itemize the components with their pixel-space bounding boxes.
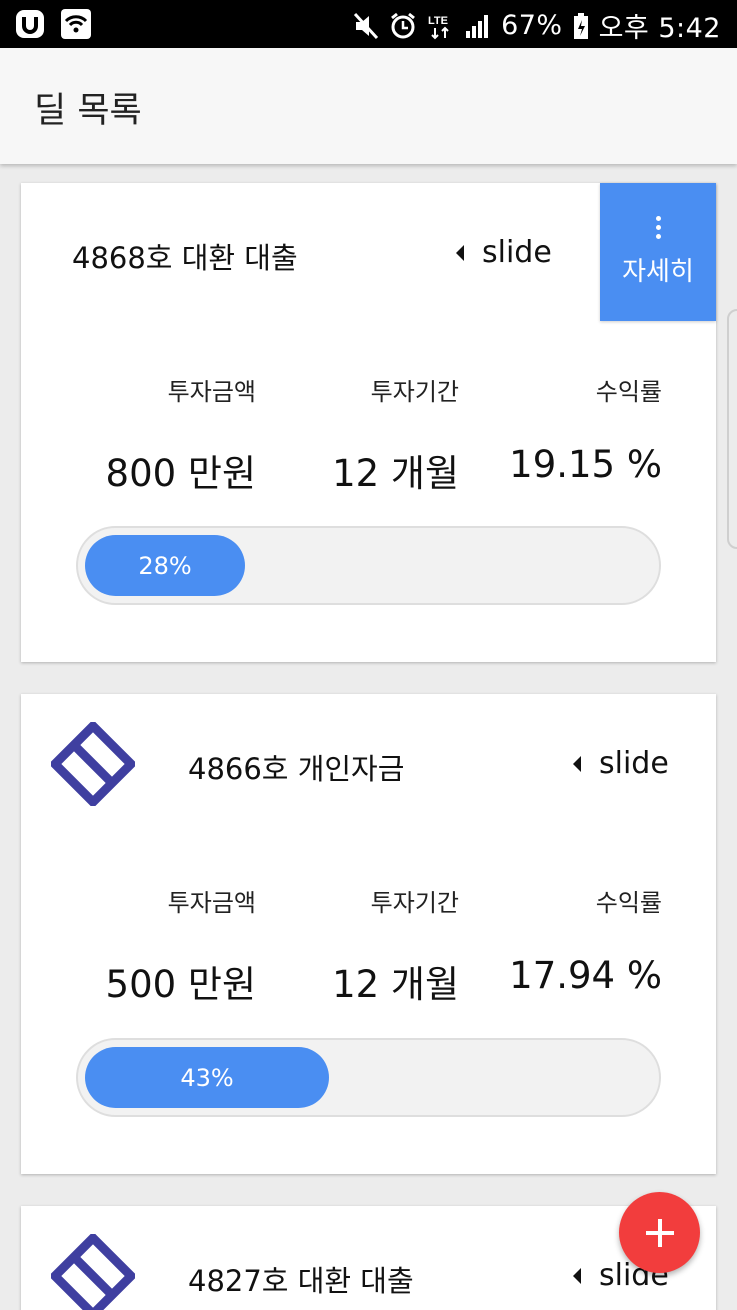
app-u-icon bbox=[14, 8, 46, 40]
status-bar: LTE 67% 오후 5:42 bbox=[0, 0, 737, 48]
deal-card[interactable]: 4827호 대환 대출 slide bbox=[21, 1206, 716, 1310]
yield-value: 19.15 % bbox=[509, 443, 662, 486]
detail-button[interactable]: 자세히 bbox=[600, 183, 716, 321]
amount-label: 투자금액 bbox=[167, 889, 256, 917]
progress-label: 43% bbox=[180, 1063, 234, 1092]
detail-button-label: 자세히 bbox=[622, 257, 694, 287]
app-bar: 딜 목록 bbox=[0, 48, 737, 164]
progress-fill: 28% bbox=[85, 535, 245, 596]
period-label: 투자기간 bbox=[370, 889, 459, 917]
amount-value: 500 만원 bbox=[105, 963, 256, 1006]
caret-left-icon bbox=[456, 244, 464, 261]
deal-card[interactable]: 4866호 개인자금 slide 투자금액 투자기간 수익률 500 만원 12… bbox=[21, 694, 716, 1174]
slide-hint: slide bbox=[456, 235, 552, 270]
more-vert-icon bbox=[655, 216, 661, 239]
wifi-icon bbox=[60, 8, 92, 40]
drawer-handle[interactable] bbox=[727, 309, 737, 549]
deal-card[interactable]: 4868호 대환 대출 slide 자세히 투자금액 투자기간 수익률 800 … bbox=[21, 183, 716, 662]
page-title: 딜 목록 bbox=[34, 91, 142, 131]
battery-percent: 67% bbox=[501, 10, 563, 41]
battery-icon bbox=[573, 12, 589, 40]
svg-text:LTE: LTE bbox=[428, 15, 448, 27]
period-value: 12 개월 bbox=[332, 452, 459, 495]
yield-label: 수익률 bbox=[595, 889, 662, 917]
caret-left-icon bbox=[573, 755, 581, 772]
period-label: 투자기간 bbox=[370, 378, 459, 406]
funding-progress: 28% bbox=[76, 526, 661, 605]
amount-value: 800 만원 bbox=[105, 452, 256, 495]
yield-value: 17.94 % bbox=[509, 954, 662, 997]
yield-label: 수익률 bbox=[595, 378, 662, 406]
alarm-icon bbox=[389, 12, 417, 40]
deal-title: 4868호 대환 대출 bbox=[72, 241, 298, 275]
progress-fill: 43% bbox=[85, 1047, 329, 1108]
lte-icon: LTE bbox=[427, 12, 455, 40]
funding-progress: 43% bbox=[76, 1038, 661, 1117]
slide-label: slide bbox=[482, 235, 552, 270]
slide-label: slide bbox=[599, 746, 669, 781]
period-value: 12 개월 bbox=[332, 963, 459, 1006]
add-deal-button[interactable] bbox=[619, 1192, 700, 1273]
deal-title: 4827호 대환 대출 bbox=[188, 1264, 414, 1298]
deal-title: 4866호 개인자금 bbox=[188, 752, 405, 786]
plus-icon bbox=[645, 1218, 674, 1247]
progress-label: 28% bbox=[138, 551, 192, 580]
amount-label: 투자금액 bbox=[167, 378, 256, 406]
brand-logo-icon bbox=[48, 719, 138, 809]
clock: 오후 5:42 bbox=[598, 13, 721, 44]
mute-icon bbox=[353, 12, 379, 40]
caret-left-icon bbox=[573, 1267, 581, 1284]
slide-hint: slide bbox=[573, 746, 669, 781]
brand-logo-icon bbox=[48, 1231, 138, 1310]
signal-icon bbox=[465, 13, 491, 39]
